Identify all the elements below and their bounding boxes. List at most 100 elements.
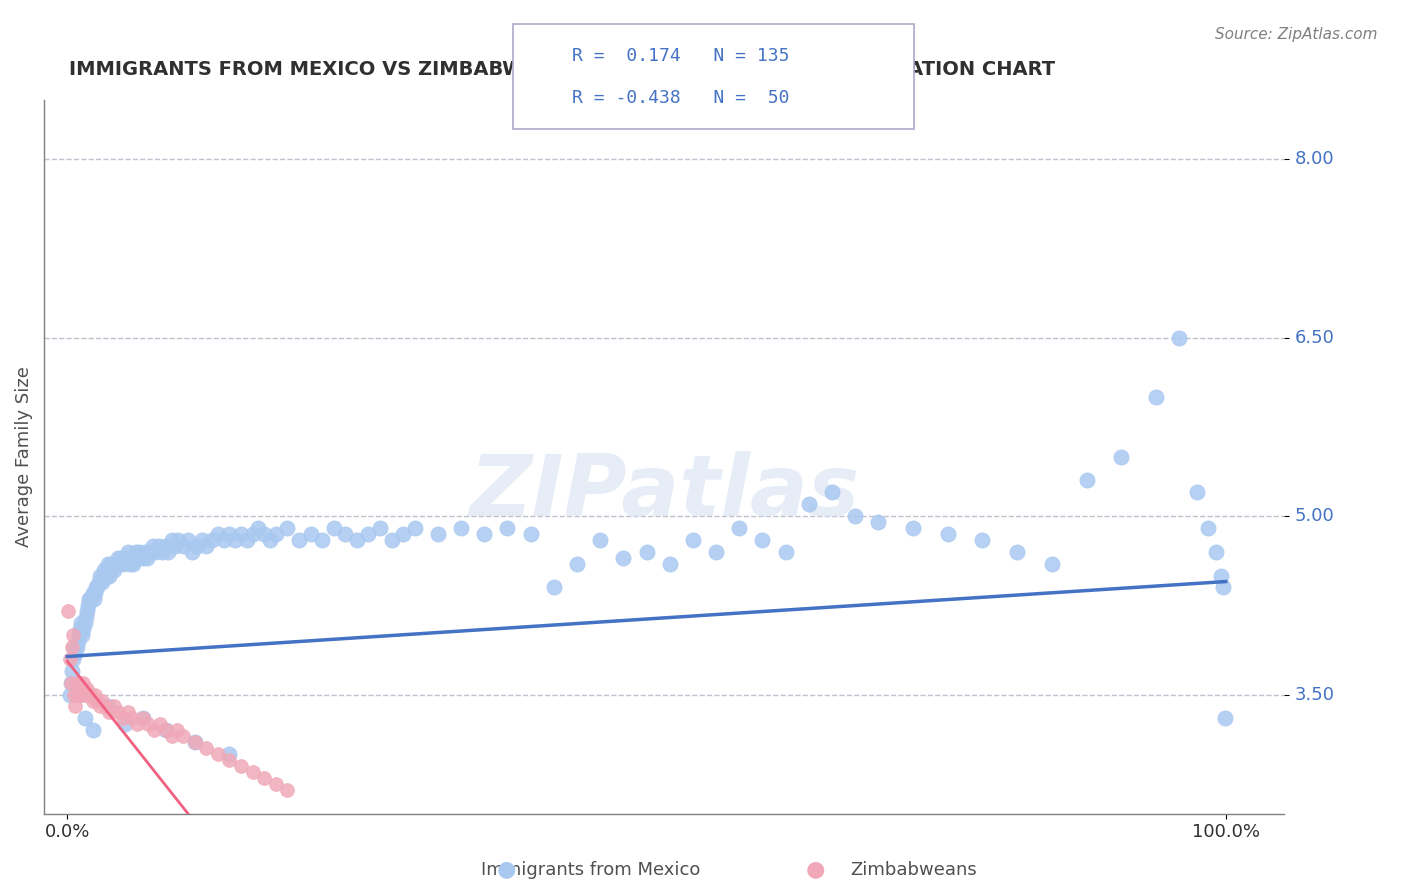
Point [72, 628, 94, 642]
Text: 8.00: 8.00 [1295, 150, 1334, 168]
Point [496, 521, 519, 535]
Point [131, 711, 153, 725]
Point [1209, 568, 1232, 582]
Point [658, 557, 681, 571]
Point [63, 640, 86, 654]
Point [91, 574, 114, 589]
Point [122, 557, 145, 571]
Point [65, 640, 87, 654]
Point [207, 527, 229, 541]
Point [128, 545, 150, 559]
Point [972, 533, 994, 547]
Point [86, 581, 108, 595]
Point [91, 693, 114, 707]
Y-axis label: Average Family Size: Average Family Size [15, 366, 32, 547]
Point [120, 550, 142, 565]
Point [276, 782, 298, 797]
Point [218, 527, 240, 541]
Point [84, 586, 107, 600]
Point [91, 568, 114, 582]
Point [124, 545, 146, 559]
Point [125, 550, 148, 565]
Point [868, 515, 890, 529]
Point [450, 521, 472, 535]
Point [190, 533, 212, 547]
Point [75, 610, 97, 624]
Point [728, 521, 751, 535]
Point [143, 545, 166, 559]
Point [224, 533, 246, 547]
Point [1213, 711, 1236, 725]
Point [682, 533, 704, 547]
Point [83, 592, 105, 607]
Text: R = -0.438   N =  50: R = -0.438 N = 50 [572, 89, 790, 107]
Point [72, 675, 94, 690]
Point [264, 777, 287, 791]
Point [98, 706, 121, 720]
Point [1144, 390, 1167, 404]
Point [70, 681, 93, 696]
Point [704, 545, 727, 559]
Point [107, 706, 129, 720]
Point [143, 723, 166, 738]
Point [58, 652, 80, 666]
Point [236, 533, 259, 547]
Point [65, 699, 87, 714]
Point [72, 622, 94, 636]
Point [253, 527, 276, 541]
Point [65, 675, 87, 690]
Point [66, 634, 89, 648]
Point [89, 568, 111, 582]
Point [322, 521, 344, 535]
Text: IMMIGRANTS FROM MEXICO VS ZIMBABWEAN AVERAGE FAMILY SIZE CORRELATION CHART: IMMIGRANTS FROM MEXICO VS ZIMBABWEAN AVE… [69, 60, 1054, 78]
Point [104, 557, 127, 571]
Point [125, 717, 148, 731]
Point [131, 711, 153, 725]
Point [58, 688, 80, 702]
Point [136, 550, 159, 565]
Text: ●: ● [496, 860, 516, 880]
Point [299, 527, 322, 541]
Point [98, 568, 121, 582]
Point [212, 533, 235, 547]
Point [60, 664, 83, 678]
Text: 5.00: 5.00 [1295, 507, 1334, 525]
Point [207, 747, 229, 761]
Point [111, 557, 134, 571]
Point [242, 764, 264, 779]
Point [218, 753, 240, 767]
Point [69, 622, 91, 636]
Point [612, 550, 634, 565]
Point [543, 581, 565, 595]
Point [751, 533, 773, 547]
Point [77, 599, 100, 613]
Point [86, 693, 108, 707]
Point [181, 545, 204, 559]
Point [63, 688, 86, 702]
Point [138, 717, 160, 731]
Point [311, 533, 333, 547]
Point [117, 706, 139, 720]
Point [59, 675, 82, 690]
Point [62, 652, 84, 666]
Point [107, 550, 129, 565]
Point [73, 711, 96, 725]
Point [1111, 450, 1133, 464]
Point [66, 688, 89, 702]
Point [118, 557, 141, 571]
Point [117, 545, 139, 559]
Point [167, 533, 190, 547]
Point [73, 616, 96, 631]
Point [392, 527, 415, 541]
Point [346, 533, 368, 547]
Text: 6.50: 6.50 [1295, 328, 1334, 347]
Point [1212, 581, 1234, 595]
Point [1005, 545, 1028, 559]
Point [87, 574, 110, 589]
Point [67, 628, 90, 642]
Point [381, 533, 404, 547]
Point [108, 557, 131, 571]
Point [79, 592, 101, 607]
Point [264, 527, 287, 541]
Point [288, 533, 311, 547]
